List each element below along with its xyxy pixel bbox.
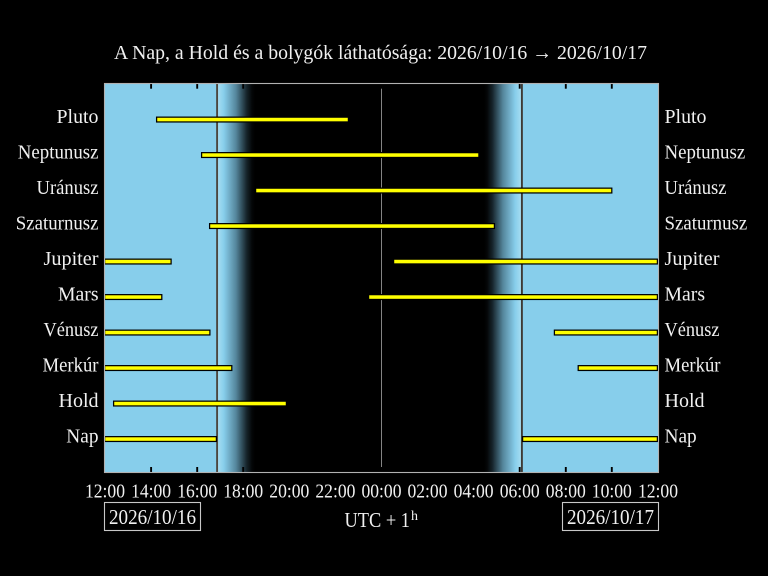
svg-text:Vénusz: Vénusz <box>44 319 99 341</box>
svg-text:A Nap, a Hold és a bolygók lát: A Nap, a Hold és a bolygók láthatósága: … <box>114 42 647 64</box>
svg-text:Hold: Hold <box>59 390 99 412</box>
svg-text:h: h <box>411 509 418 524</box>
svg-text:Merkúr: Merkúr <box>665 355 721 377</box>
svg-text:Uránusz: Uránusz <box>665 177 727 199</box>
svg-text:12:00: 12:00 <box>85 480 125 502</box>
svg-text:2026/10/16: 2026/10/16 <box>109 505 196 529</box>
svg-text:Neptunusz: Neptunusz <box>665 142 746 164</box>
svg-text:Nap: Nap <box>66 426 98 448</box>
svg-text:Pluto: Pluto <box>57 106 99 128</box>
svg-text:Neptunusz: Neptunusz <box>18 142 99 164</box>
svg-text:Nap: Nap <box>665 426 697 448</box>
svg-text:22:00: 22:00 <box>315 480 355 502</box>
svg-text:02:00: 02:00 <box>408 480 448 502</box>
svg-text:20:00: 20:00 <box>269 480 309 502</box>
svg-text:18:00: 18:00 <box>223 480 263 502</box>
svg-text:14:00: 14:00 <box>131 480 171 502</box>
svg-text:Vénusz: Vénusz <box>665 319 720 341</box>
svg-text:Pluto: Pluto <box>665 106 707 128</box>
svg-text:Merkúr: Merkúr <box>43 355 99 377</box>
svg-text:Jupiter: Jupiter <box>665 248 720 270</box>
svg-text:08:00: 08:00 <box>546 480 586 502</box>
svg-text:10:00: 10:00 <box>592 480 632 502</box>
svg-text:Szaturnusz: Szaturnusz <box>665 213 748 235</box>
svg-text:04:00: 04:00 <box>454 480 494 502</box>
svg-text:12:00: 12:00 <box>638 480 678 502</box>
svg-text:Szaturnusz: Szaturnusz <box>16 213 99 235</box>
svg-text:00:00: 00:00 <box>362 480 402 502</box>
svg-text:06:00: 06:00 <box>500 480 540 502</box>
svg-text:UTC + 1: UTC + 1 <box>345 508 411 532</box>
svg-text:2026/10/17: 2026/10/17 <box>567 505 654 529</box>
svg-text:16:00: 16:00 <box>177 480 217 502</box>
svg-text:Jupiter: Jupiter <box>44 248 99 270</box>
svg-text:Uránusz: Uránusz <box>37 177 99 199</box>
svg-text:Mars: Mars <box>665 284 706 306</box>
svg-text:Hold: Hold <box>665 390 705 412</box>
svg-text:Mars: Mars <box>58 284 99 306</box>
